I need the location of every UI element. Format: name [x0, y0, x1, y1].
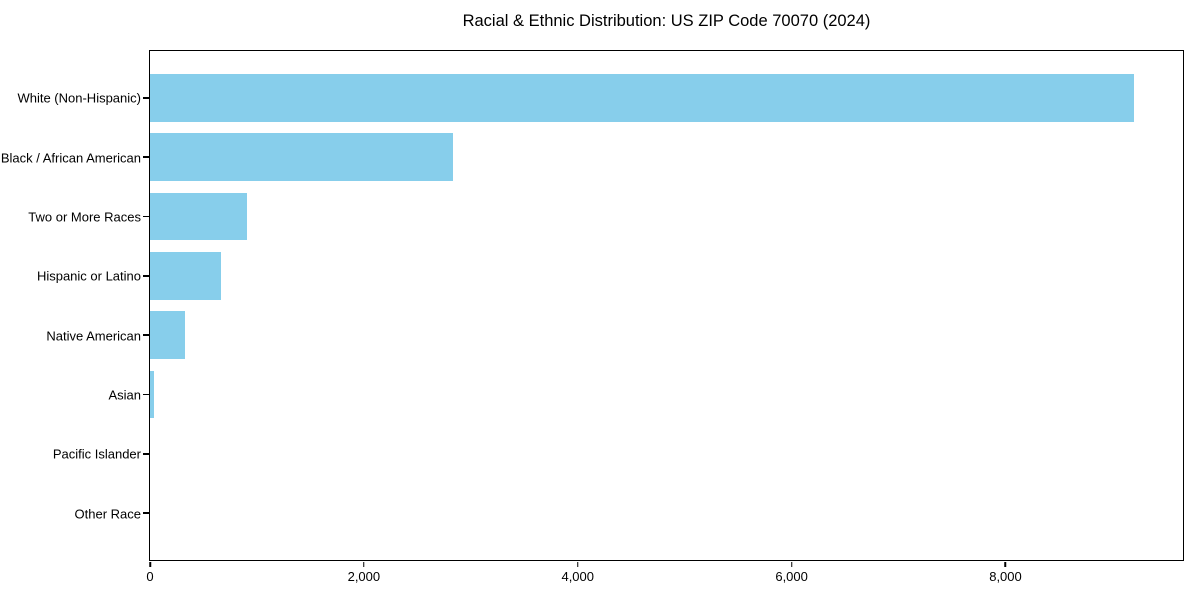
y-axis-label: White (Non-Hispanic) — [17, 90, 141, 106]
chart-title: Racial & Ethnic Distribution: US ZIP Cod… — [462, 12, 871, 30]
y-axis: White (Non-Hispanic) Black / African Amer… — [0, 50, 141, 561]
y-axis-label: Hispanic or Latino — [36, 268, 141, 284]
y-axis-tick — [143, 393, 149, 396]
x-axis-tick-label: 0 — [146, 569, 154, 584]
x-axis-tick — [1004, 561, 1007, 567]
y-axis-label: Asian — [108, 387, 141, 403]
y-axis-tick — [143, 156, 149, 158]
bar — [150, 74, 1134, 122]
bar — [150, 311, 185, 359]
x-axis-tick-label: 2,000 — [347, 569, 381, 584]
bar — [150, 192, 248, 241]
y-axis-tick — [143, 97, 149, 99]
y-axis-label: Two or More Races — [28, 209, 141, 225]
x-axis-tick — [576, 561, 579, 567]
x-axis-tick-label: 4,000 — [561, 569, 595, 584]
x-axis-tick — [790, 561, 793, 567]
x-axis-tick-label: 8,000 — [989, 569, 1022, 584]
y-axis-label: Native American — [46, 328, 141, 344]
bar — [150, 370, 154, 419]
y-axis-tick — [143, 512, 149, 514]
y-axis-label: Black / African American — [0, 150, 141, 166]
x-axis-tick — [363, 561, 365, 567]
y-axis-tick — [143, 453, 149, 455]
plot-area: 0 2,000 4,000 6,000 8,000 — [143, 50, 1184, 584]
y-axis-tick — [143, 215, 149, 218]
bar — [150, 133, 453, 181]
y-axis-label: Other Race — [74, 506, 141, 522]
bar — [150, 252, 221, 300]
x-axis-tick-label: 6,000 — [775, 569, 808, 584]
y-axis-tick — [143, 275, 149, 277]
y-axis-label: Pacific Islander — [52, 446, 141, 462]
y-axis-tick — [143, 334, 149, 336]
x-axis-tick — [149, 561, 151, 567]
